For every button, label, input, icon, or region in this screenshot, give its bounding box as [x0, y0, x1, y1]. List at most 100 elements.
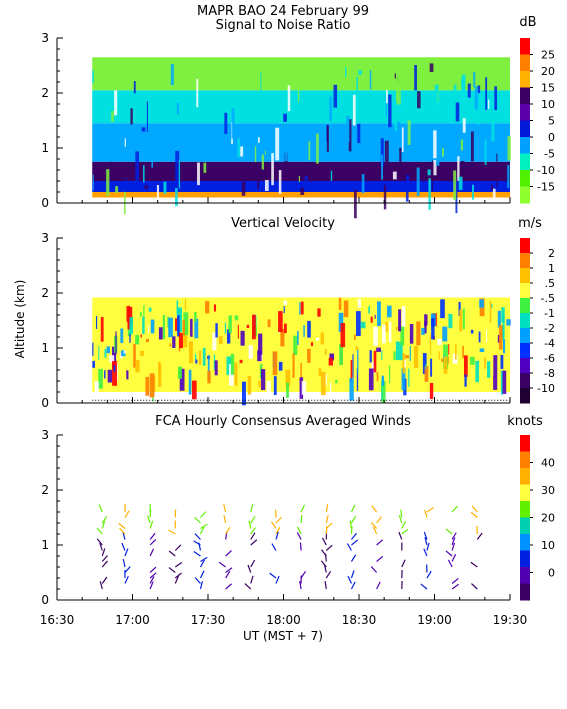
wind-barb — [445, 550, 453, 557]
velocity-cell — [140, 334, 142, 338]
snr-streak — [237, 138, 241, 158]
wind-barb — [174, 572, 182, 579]
wind-barb — [270, 521, 277, 529]
wind-barb — [447, 559, 453, 568]
velocity-cell — [424, 321, 427, 334]
snr-layer-2 — [92, 161, 510, 181]
snr-streak — [197, 162, 200, 186]
snr-streak — [416, 167, 420, 196]
snr-streak — [427, 169, 431, 176]
y-tick-label: 2 — [41, 286, 49, 300]
velocity-cell — [107, 369, 113, 383]
colorbar-label: 10 — [541, 539, 555, 552]
velocity-cell — [501, 307, 505, 323]
colorbar-swatch — [520, 484, 530, 502]
snr-streak — [240, 146, 244, 157]
velocity-cell — [121, 350, 126, 357]
velocity-cell — [297, 330, 299, 345]
wind-barb — [300, 504, 306, 513]
snr-streak — [406, 175, 410, 190]
velocity-cell — [148, 325, 150, 334]
snr-streak — [388, 94, 392, 128]
snr-streak — [381, 154, 384, 180]
wind-barb — [168, 529, 176, 535]
snr-streak — [407, 120, 411, 145]
velocity-cell — [246, 324, 250, 329]
velocity-cell — [388, 321, 392, 343]
snr-streak — [316, 133, 319, 164]
colorbar-swatch — [520, 283, 530, 299]
snr-streak — [92, 70, 94, 84]
snr-streak — [170, 64, 174, 86]
velocity-cell — [162, 314, 166, 340]
colorbar-label: -4 — [544, 337, 555, 350]
wind-barb — [149, 576, 155, 584]
velocity-cell — [109, 355, 115, 363]
wind-barb — [275, 531, 279, 540]
velocity-cell — [214, 360, 218, 376]
velocity-cell — [315, 337, 320, 341]
wind-barb — [149, 581, 154, 590]
snr-streak — [329, 96, 333, 121]
snr-streak — [477, 85, 481, 94]
y-tick-label: 0 — [41, 396, 49, 410]
snr-streak — [151, 149, 154, 168]
winds-plot-area — [96, 503, 483, 590]
wind-barb — [225, 570, 231, 579]
wind-barb — [350, 570, 355, 579]
colorbar-label: 15 — [541, 82, 555, 95]
colorbar-swatch — [520, 71, 530, 88]
colorbar-swatch — [520, 298, 530, 314]
x-tick-label: 17:30 — [191, 613, 226, 627]
snr-streak — [369, 69, 372, 90]
snr-streak — [386, 90, 388, 104]
colorbar-label: -15 — [537, 181, 555, 194]
wind-barb — [471, 583, 478, 590]
velocity-cell — [212, 332, 217, 351]
colorbar-swatch — [520, 153, 530, 171]
snr-streak — [461, 78, 466, 113]
velocity-cell — [129, 333, 131, 343]
velocity-cell — [500, 370, 503, 395]
velocity-cell — [143, 305, 145, 320]
velocity-cell — [215, 323, 218, 338]
snr-streak — [405, 188, 409, 202]
wind-barb — [250, 575, 254, 584]
velocity-cell — [409, 324, 414, 344]
x-tick-label: 17:00 — [115, 613, 150, 627]
snr-streak — [92, 174, 94, 191]
x-tick-label: 18:30 — [342, 613, 377, 627]
wind-barb — [118, 522, 126, 529]
wind-barb — [401, 559, 406, 568]
wind-barb — [300, 570, 306, 579]
wind-barb — [451, 532, 457, 540]
snr-streak — [484, 139, 487, 165]
wind-barb — [275, 516, 283, 524]
winds-axes: 0 1 2 3 — [41, 428, 511, 607]
wind-barb — [223, 515, 227, 524]
colorbar-label: 2 — [548, 247, 555, 260]
velocity-cell — [168, 317, 173, 338]
wind-barb — [124, 576, 129, 584]
wind-barb — [275, 526, 281, 535]
velocity-cell — [374, 314, 376, 319]
wind-barb — [122, 531, 126, 540]
velocity-cell — [404, 359, 406, 368]
snr-streak — [333, 84, 338, 108]
snr-streak — [304, 175, 308, 187]
winds-colorbar-unit: knots — [507, 414, 543, 429]
wind-barb — [376, 516, 382, 524]
velocity-cell — [486, 329, 488, 343]
velocity-cell — [176, 300, 179, 315]
x-tick-label: 16:30 — [40, 613, 75, 627]
colorbar-label: -5 — [544, 148, 555, 161]
velocity-cell — [299, 377, 304, 399]
wind-barb — [193, 540, 201, 546]
wind-barb — [371, 505, 378, 513]
wind-barb — [325, 522, 333, 529]
velocity-cell — [487, 361, 491, 378]
velocity-cell — [135, 335, 140, 345]
wind-barb — [269, 572, 277, 579]
wind-barb — [426, 542, 430, 551]
